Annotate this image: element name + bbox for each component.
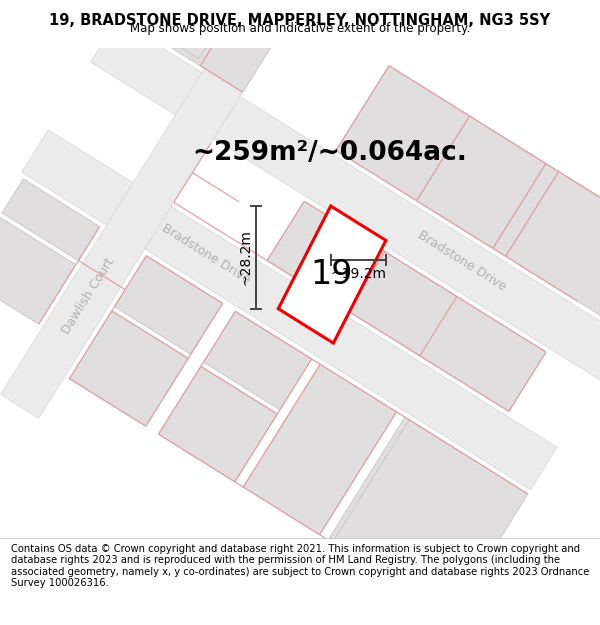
Polygon shape <box>328 418 481 588</box>
Text: Dawlish Court: Dawlish Court <box>59 256 117 336</box>
Text: Map shows position and indicative extent of the property.: Map shows position and indicative extent… <box>130 22 470 34</box>
Polygon shape <box>267 201 546 411</box>
Text: Contains OS data © Crown copyright and database right 2021. This information is : Contains OS data © Crown copyright and d… <box>11 544 589 588</box>
Polygon shape <box>244 364 397 535</box>
Polygon shape <box>332 420 528 617</box>
Polygon shape <box>124 0 296 92</box>
Polygon shape <box>278 206 386 343</box>
Polygon shape <box>127 0 247 59</box>
Text: ~19.2m: ~19.2m <box>330 268 386 281</box>
Polygon shape <box>70 311 188 426</box>
Polygon shape <box>2 179 100 261</box>
Polygon shape <box>416 116 546 248</box>
Polygon shape <box>0 217 76 324</box>
Polygon shape <box>203 311 311 410</box>
Polygon shape <box>336 66 600 301</box>
Polygon shape <box>115 256 223 354</box>
Text: Bradstone Drive: Bradstone Drive <box>415 228 508 293</box>
Polygon shape <box>158 366 277 482</box>
Text: Bradstone Drive: Bradstone Drive <box>160 222 253 287</box>
Polygon shape <box>22 130 557 490</box>
Polygon shape <box>1 0 298 418</box>
Text: 19: 19 <box>310 258 353 291</box>
Text: ~259m²/~0.064ac.: ~259m²/~0.064ac. <box>193 140 467 166</box>
Text: 19, BRADSTONE DRIVE, MAPPERLEY, NOTTINGHAM, NG3 5SY: 19, BRADSTONE DRIVE, MAPPERLEY, NOTTINGH… <box>49 14 551 29</box>
Polygon shape <box>506 172 600 331</box>
Text: ~28.2m: ~28.2m <box>238 229 252 285</box>
Polygon shape <box>91 20 600 379</box>
